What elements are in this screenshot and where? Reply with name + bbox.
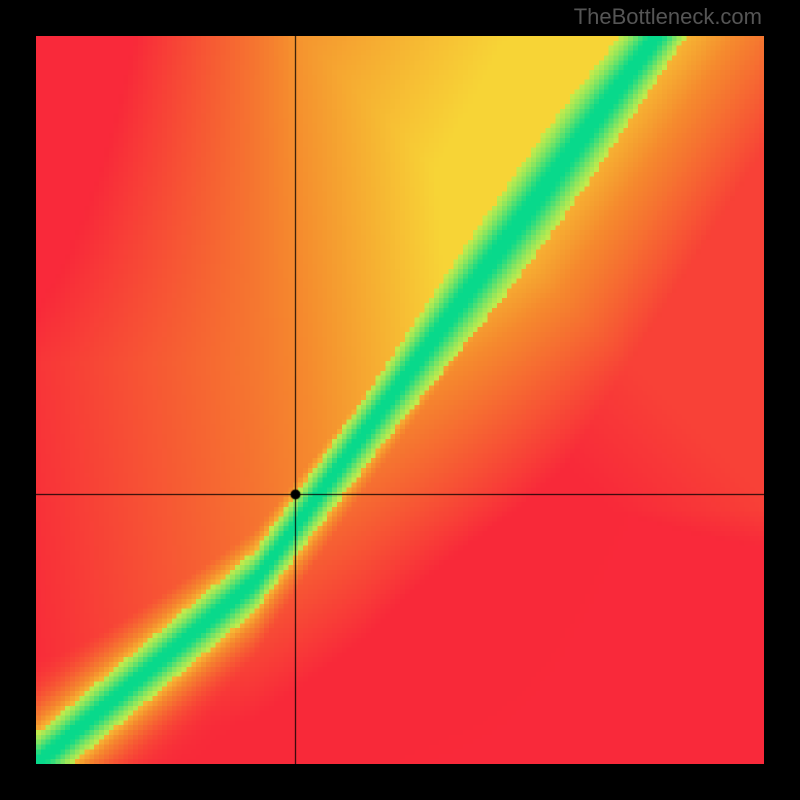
chart-container: TheBottleneck.com — [0, 0, 800, 800]
watermark-text: TheBottleneck.com — [574, 4, 762, 30]
crosshair-overlay — [36, 36, 764, 764]
